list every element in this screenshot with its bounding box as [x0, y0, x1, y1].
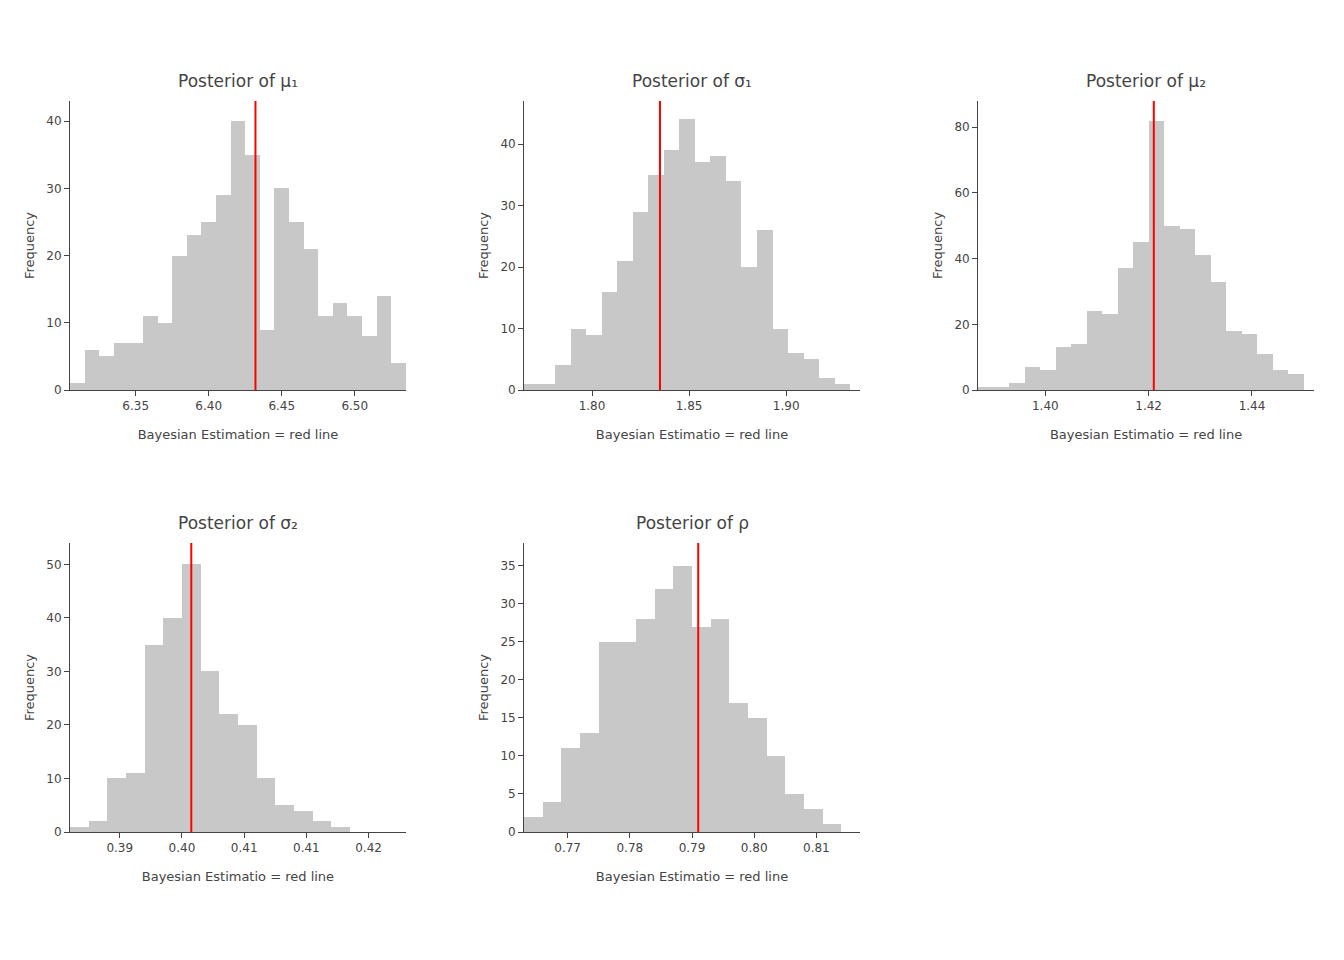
svg-text:40: 40: [954, 252, 969, 266]
svg-text:10: 10: [46, 316, 61, 330]
svg-text:0: 0: [508, 383, 516, 397]
svg-text:30: 30: [500, 597, 515, 611]
svg-text:1.90: 1.90: [773, 399, 800, 413]
svg-text:Frequency: Frequency: [22, 654, 37, 721]
svg-text:Posterior of μ₁: Posterior of μ₁: [178, 71, 298, 91]
svg-text:1.42: 1.42: [1135, 399, 1162, 413]
svg-text:0.42: 0.42: [355, 841, 382, 855]
svg-text:20: 20: [500, 260, 515, 274]
svg-text:Frequency: Frequency: [22, 212, 37, 279]
svg-text:0.79: 0.79: [679, 841, 706, 855]
svg-text:20: 20: [954, 318, 969, 332]
svg-text:0: 0: [962, 383, 970, 397]
svg-text:Posterior of σ₁: Posterior of σ₁: [632, 71, 752, 91]
svg-text:Bayesian Estimation = red line: Bayesian Estimation = red line: [138, 427, 339, 442]
svg-text:0.40: 0.40: [169, 841, 196, 855]
svg-text:1.44: 1.44: [1239, 399, 1266, 413]
svg-text:20: 20: [46, 249, 61, 263]
svg-text:Posterior of μ₂: Posterior of μ₂: [1086, 71, 1206, 91]
svg-text:20: 20: [46, 718, 61, 732]
svg-text:6.50: 6.50: [341, 399, 368, 413]
svg-text:40: 40: [46, 114, 61, 128]
svg-text:60: 60: [954, 186, 969, 200]
svg-text:Frequency: Frequency: [930, 212, 945, 279]
svg-text:40: 40: [500, 137, 515, 151]
svg-text:Frequency: Frequency: [476, 654, 491, 721]
svg-text:25: 25: [500, 635, 515, 649]
svg-text:6.45: 6.45: [268, 399, 295, 413]
svg-text:Bayesian Estimatio = red line: Bayesian Estimatio = red line: [596, 869, 788, 884]
svg-text:10: 10: [500, 749, 515, 763]
svg-text:80: 80: [954, 120, 969, 134]
svg-text:Frequency: Frequency: [476, 212, 491, 279]
svg-text:0: 0: [54, 825, 62, 839]
svg-text:0.41: 0.41: [293, 841, 320, 855]
svg-text:0.77: 0.77: [554, 841, 581, 855]
svg-text:5: 5: [508, 787, 516, 801]
svg-text:Posterior of σ₂: Posterior of σ₂: [178, 513, 298, 533]
svg-text:30: 30: [46, 665, 61, 679]
svg-text:10: 10: [500, 322, 515, 336]
svg-text:10: 10: [46, 772, 61, 786]
svg-text:40: 40: [46, 611, 61, 625]
svg-text:50: 50: [46, 558, 61, 572]
svg-text:0.78: 0.78: [616, 841, 643, 855]
svg-text:Bayesian Estimatio = red line: Bayesian Estimatio = red line: [596, 427, 788, 442]
svg-text:35: 35: [500, 559, 515, 573]
svg-text:0.80: 0.80: [741, 841, 768, 855]
svg-text:0.39: 0.39: [106, 841, 133, 855]
svg-text:0: 0: [54, 383, 62, 397]
svg-text:0.41: 0.41: [231, 841, 258, 855]
svg-text:Bayesian Estimatio = red line: Bayesian Estimatio = red line: [142, 869, 334, 884]
svg-text:6.35: 6.35: [122, 399, 149, 413]
svg-text:0: 0: [508, 825, 516, 839]
svg-text:0.81: 0.81: [803, 841, 830, 855]
svg-text:Bayesian Estimatio = red line: Bayesian Estimatio = red line: [1050, 427, 1242, 442]
svg-text:1.85: 1.85: [676, 399, 703, 413]
svg-text:6.40: 6.40: [195, 399, 222, 413]
svg-text:1.40: 1.40: [1032, 399, 1059, 413]
svg-text:30: 30: [46, 182, 61, 196]
svg-text:Posterior of ρ: Posterior of ρ: [636, 513, 749, 533]
svg-text:15: 15: [500, 711, 515, 725]
svg-text:1.80: 1.80: [579, 399, 606, 413]
svg-text:20: 20: [500, 673, 515, 687]
svg-text:30: 30: [500, 199, 515, 213]
